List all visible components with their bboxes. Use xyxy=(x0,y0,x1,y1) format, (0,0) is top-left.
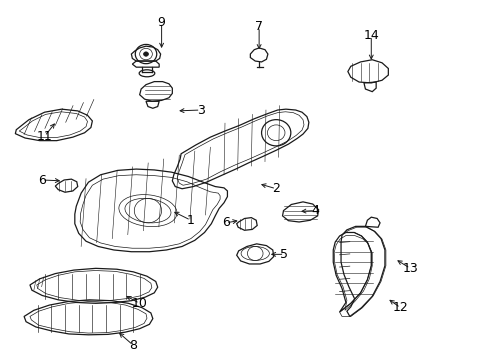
Text: 6: 6 xyxy=(38,174,46,186)
Text: 5: 5 xyxy=(280,248,288,261)
Text: 1: 1 xyxy=(186,214,194,227)
Circle shape xyxy=(143,52,148,56)
Text: 4: 4 xyxy=(311,204,319,217)
Text: 7: 7 xyxy=(255,21,263,33)
Text: 6: 6 xyxy=(222,216,229,229)
Text: 3: 3 xyxy=(196,104,204,117)
Text: 13: 13 xyxy=(402,262,417,275)
Text: 11: 11 xyxy=(37,130,52,143)
Text: 10: 10 xyxy=(131,297,147,310)
Text: 2: 2 xyxy=(272,182,280,195)
Text: 9: 9 xyxy=(157,16,165,29)
Text: 8: 8 xyxy=(129,339,137,352)
Text: 12: 12 xyxy=(392,301,407,314)
Text: 14: 14 xyxy=(363,29,378,42)
